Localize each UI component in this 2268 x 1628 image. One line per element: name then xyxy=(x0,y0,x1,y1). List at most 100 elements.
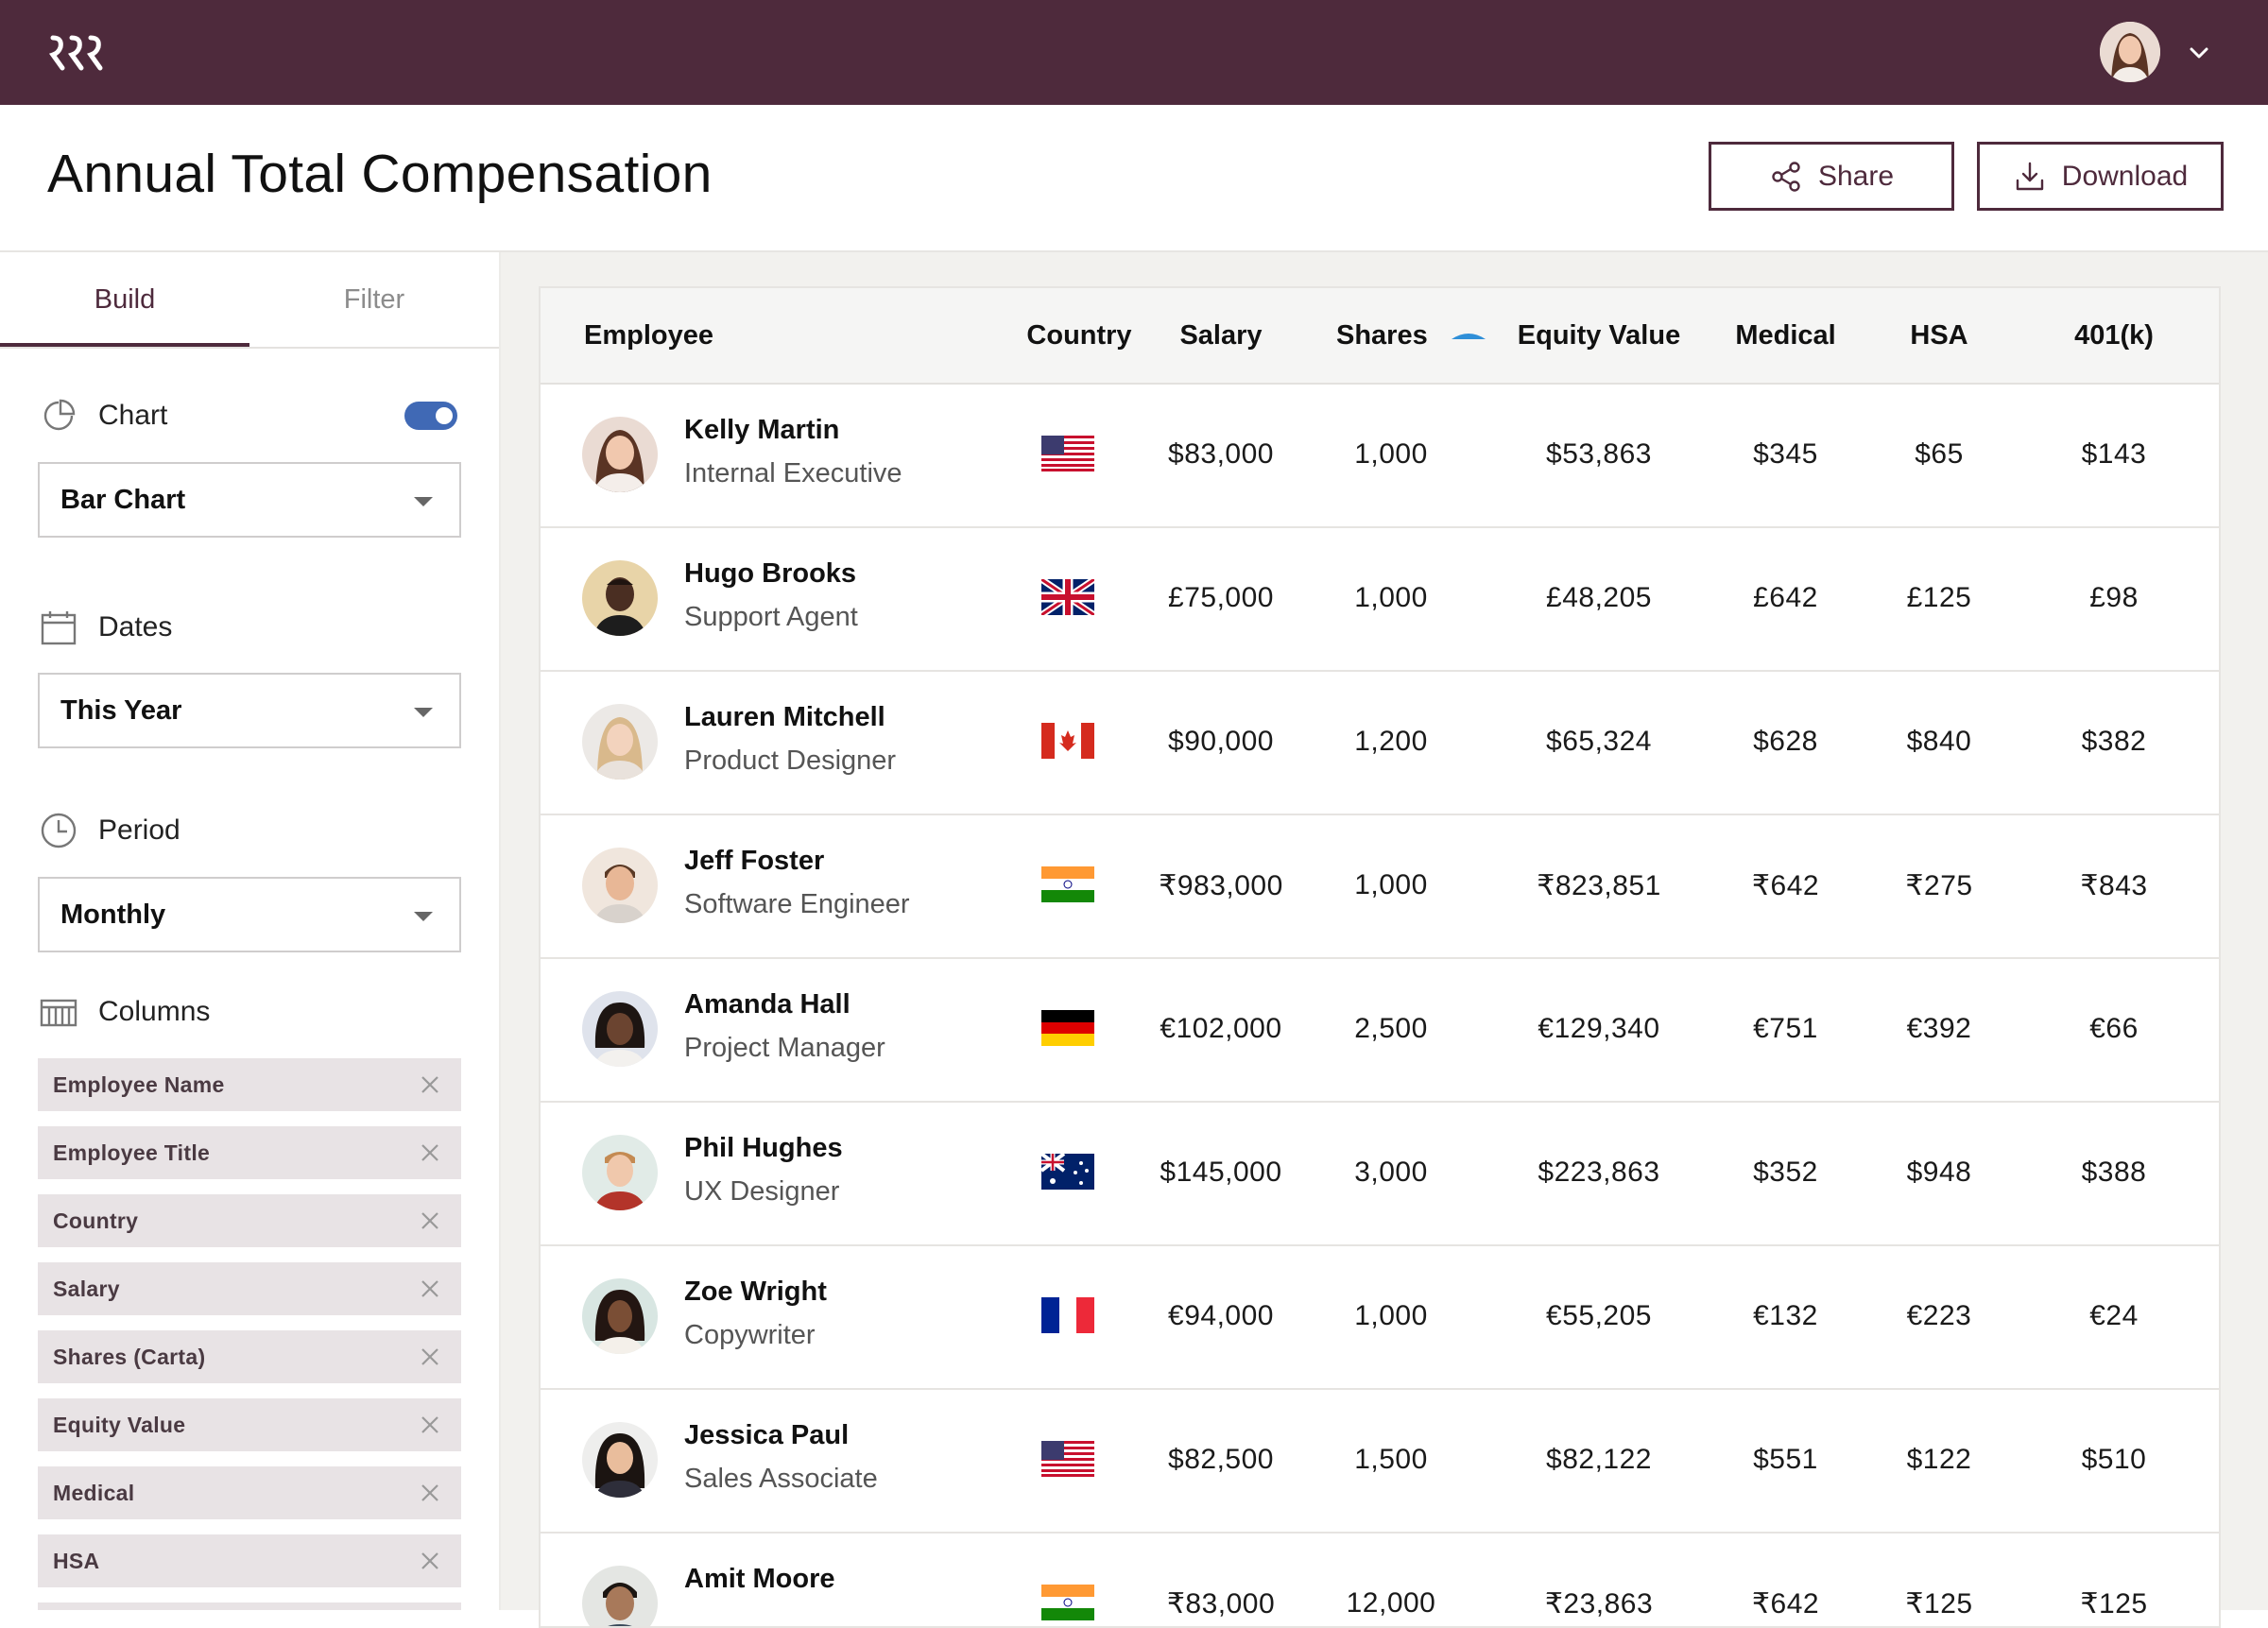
salary-cell: $90,000 xyxy=(1168,726,1274,757)
app-logo-icon[interactable] xyxy=(49,32,106,72)
period-label: Period xyxy=(98,814,180,846)
header-salary[interactable]: Salary xyxy=(1179,319,1263,351)
header-equity-value[interactable]: Equity Value xyxy=(1517,319,1681,351)
hsa-cell: ₹275 xyxy=(1905,869,1973,901)
chart-toggle[interactable] xyxy=(404,402,457,430)
shares-cell: 1,200 xyxy=(1354,726,1428,757)
tab-filter[interactable]: Filter xyxy=(343,283,405,315)
table-row[interactable]: Jeff Foster Software Engineer ₹983,000 1… xyxy=(541,814,2219,959)
equity-cell: $223,863 xyxy=(1538,1157,1660,1188)
medical-cell: $352 xyxy=(1753,1157,1818,1188)
header-country[interactable]: Country xyxy=(1026,319,1132,351)
columns-label: Columns xyxy=(98,996,211,1027)
401k-cell: €66 xyxy=(2089,1013,2139,1044)
column-chip[interactable]: Employee Name xyxy=(38,1058,461,1111)
chip-label: HSA xyxy=(53,1548,100,1573)
shares-cell: 1,000 xyxy=(1354,869,1428,900)
employee-title: Support Agent xyxy=(684,602,858,632)
close-icon[interactable] xyxy=(420,1551,440,1571)
chart-type-value: Bar Chart xyxy=(60,484,186,515)
header-shares[interactable]: Shares xyxy=(1336,319,1428,351)
employee-name: Amanda Hall xyxy=(684,989,850,1020)
equity-cell: €55,205 xyxy=(1546,1300,1652,1331)
chip-label: Medical xyxy=(53,1480,135,1505)
salary-cell: £75,000 xyxy=(1168,582,1274,613)
download-icon xyxy=(2016,162,2043,190)
employee-title: Project Manager xyxy=(684,1033,885,1063)
401k-cell: $382 xyxy=(2081,726,2147,757)
table-row[interactable]: Amit Moore ₹83,000 12,000 ₹23,863 ₹642 ₹… xyxy=(541,1532,2219,1626)
close-icon[interactable] xyxy=(420,1210,440,1231)
user-avatar[interactable] xyxy=(2100,22,2160,82)
employee-avatar xyxy=(582,1278,658,1354)
dates-select[interactable]: This Year xyxy=(38,673,461,748)
employee-name: Lauren Mitchell xyxy=(684,702,885,732)
401k-cell: ₹125 xyxy=(2080,1587,2148,1619)
column-chip[interactable]: Equity Value xyxy=(38,1398,461,1451)
table-row[interactable]: Lauren Mitchell Product Designer $90,000… xyxy=(541,670,2219,815)
share-button[interactable]: Share xyxy=(1709,142,1954,211)
sidebar-tabs: Build Filter xyxy=(0,252,499,349)
employee-avatar xyxy=(582,991,658,1067)
table-row[interactable]: Phil Hughes UX Designer $145,000 3,000 $… xyxy=(541,1101,2219,1246)
column-chip[interactable]: HSA xyxy=(38,1534,461,1587)
germany-flag-icon xyxy=(1041,1010,1094,1046)
hsa-cell: £125 xyxy=(1906,582,1972,613)
shares-cell: 1,500 xyxy=(1354,1444,1428,1475)
401k-cell: $143 xyxy=(2081,438,2147,470)
period-section-label: Period xyxy=(40,812,180,849)
close-icon[interactable] xyxy=(420,1278,440,1299)
chip-label: Shares (Carta) xyxy=(53,1344,206,1369)
hsa-cell: $948 xyxy=(1906,1157,1972,1188)
close-icon[interactable] xyxy=(420,1414,440,1435)
column-chip[interactable]: Country xyxy=(38,1194,461,1247)
column-chip[interactable]: Medical xyxy=(38,1466,461,1519)
close-icon[interactable] xyxy=(420,1346,440,1367)
medical-cell: $345 xyxy=(1753,438,1818,470)
chart-type-select[interactable]: Bar Chart xyxy=(38,462,461,538)
download-button[interactable]: Download xyxy=(1977,142,2224,211)
salary-cell: $145,000 xyxy=(1160,1157,1282,1188)
employee-title: Sales Associate xyxy=(684,1464,878,1494)
employee-title: Copywriter xyxy=(684,1320,816,1350)
table-row[interactable]: Zoe Wright Copywriter €94,000 1,000 €55,… xyxy=(541,1244,2219,1390)
medical-cell: €751 xyxy=(1753,1013,1818,1044)
chip-label: Employee Name xyxy=(53,1071,225,1097)
salary-cell: $82,500 xyxy=(1168,1444,1274,1475)
table-row[interactable]: Hugo Brooks Support Agent £75,000 1,000 … xyxy=(541,526,2219,672)
salary-cell: €94,000 xyxy=(1168,1300,1274,1331)
period-value: Monthly xyxy=(60,899,166,930)
chip-label: Employee Title xyxy=(53,1140,211,1165)
header-401k[interactable]: 401(k) xyxy=(2074,319,2154,351)
employee-avatar xyxy=(582,1135,658,1210)
employee-title: Product Designer xyxy=(684,745,897,776)
close-icon[interactable] xyxy=(420,1142,440,1163)
table-row[interactable]: Jessica Paul Sales Associate $82,500 1,5… xyxy=(541,1388,2219,1534)
column-chip[interactable]: Shares (Carta) xyxy=(38,1330,461,1383)
header-employee[interactable]: Employee xyxy=(584,319,713,351)
period-select[interactable]: Monthly xyxy=(38,877,461,952)
share-label: Share xyxy=(1817,160,1895,192)
column-chip[interactable] xyxy=(38,1602,461,1610)
dates-section-label: Dates xyxy=(40,608,172,646)
calendar-icon xyxy=(41,611,77,645)
table-row[interactable]: Kelly Martin Internal Executive $83,000 … xyxy=(541,383,2219,528)
column-chip[interactable]: Salary xyxy=(38,1262,461,1315)
employee-name: Phil Hughes xyxy=(684,1133,843,1163)
equity-cell: €129,340 xyxy=(1538,1013,1660,1044)
header-hsa[interactable]: HSA xyxy=(1910,319,1968,351)
medical-cell: £642 xyxy=(1753,582,1818,613)
employee-avatar xyxy=(582,560,658,636)
header-medical[interactable]: Medical xyxy=(1735,319,1836,351)
tab-build[interactable]: Build xyxy=(94,283,156,315)
equity-cell: $82,122 xyxy=(1546,1444,1652,1475)
shares-cell: 1,000 xyxy=(1354,582,1428,613)
sort-indicator-icon[interactable] xyxy=(1450,330,1487,343)
table-row[interactable]: Amanda Hall Project Manager €102,000 2,5… xyxy=(541,957,2219,1103)
close-icon[interactable] xyxy=(420,1074,440,1095)
chevron-down-icon[interactable] xyxy=(2188,42,2210,64)
column-chip[interactable]: Employee Title xyxy=(38,1126,461,1179)
clock-icon xyxy=(41,813,77,848)
close-icon[interactable] xyxy=(420,1482,440,1503)
hsa-cell: $840 xyxy=(1906,726,1972,757)
